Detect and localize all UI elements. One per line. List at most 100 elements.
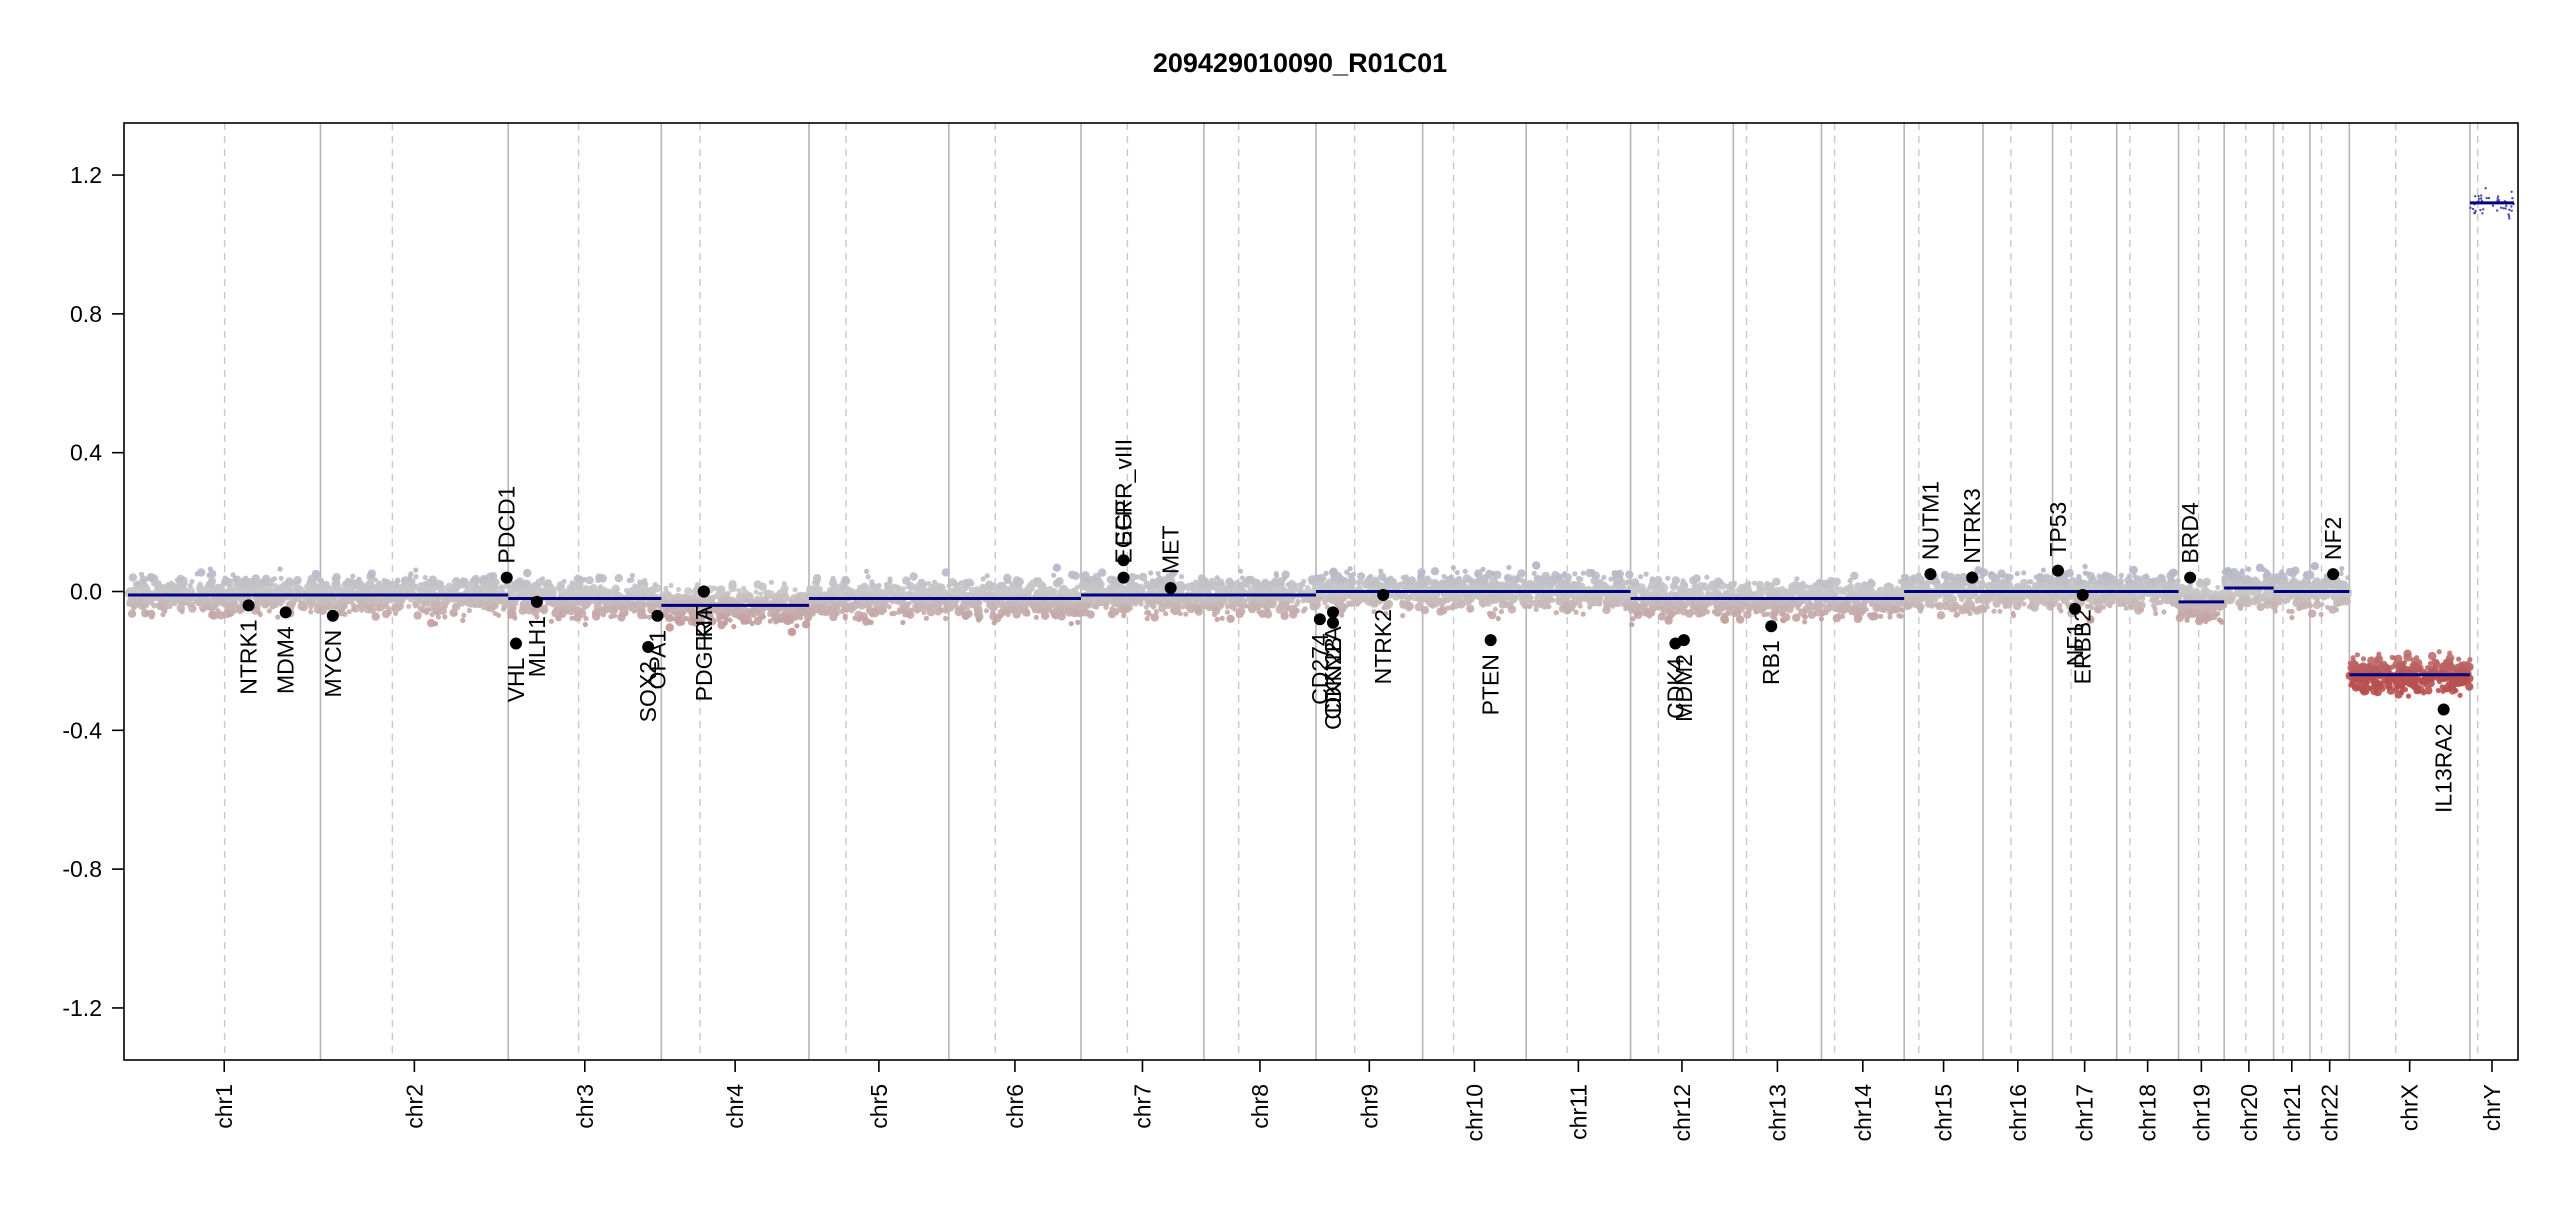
probe-point bbox=[1437, 581, 1442, 586]
probe-point bbox=[1506, 565, 1511, 570]
probe-point bbox=[1648, 581, 1656, 589]
probe-point bbox=[910, 587, 915, 592]
probe-point bbox=[1576, 576, 1581, 581]
probe-point bbox=[421, 586, 426, 591]
probe-point bbox=[1035, 580, 1043, 588]
probe-point bbox=[439, 607, 447, 615]
probe-point bbox=[543, 582, 548, 587]
probe-point bbox=[1566, 579, 1571, 584]
probe-point bbox=[413, 603, 418, 608]
probe-point bbox=[282, 581, 287, 586]
probe-point bbox=[1055, 577, 1063, 585]
probe-point bbox=[217, 586, 225, 594]
probe-point bbox=[352, 579, 360, 587]
probe-point bbox=[823, 602, 828, 607]
probe-point bbox=[946, 583, 951, 588]
probe-point bbox=[431, 581, 436, 586]
probe-point bbox=[1219, 603, 1224, 608]
probe-point bbox=[641, 604, 646, 609]
probe-point bbox=[1326, 595, 1331, 600]
probe-point bbox=[669, 583, 674, 588]
probe-point bbox=[874, 588, 882, 596]
probe-point bbox=[1626, 579, 1631, 584]
probe-point bbox=[983, 585, 988, 590]
probe-point bbox=[1530, 581, 1538, 589]
probe-point bbox=[157, 584, 162, 589]
probe-point bbox=[1483, 596, 1488, 601]
probe-point bbox=[382, 583, 390, 591]
probe-point bbox=[752, 610, 757, 615]
probe-point bbox=[1265, 600, 1273, 608]
probe-point bbox=[1215, 575, 1220, 580]
probe-point bbox=[940, 591, 945, 596]
probe-point bbox=[1342, 596, 1347, 601]
probe-point bbox=[729, 599, 734, 604]
probe-point bbox=[1562, 572, 1567, 577]
probe-point bbox=[350, 574, 355, 579]
probe-point bbox=[558, 586, 563, 591]
probe-point bbox=[742, 612, 750, 620]
probe-point bbox=[198, 600, 203, 605]
probe-point bbox=[374, 585, 379, 590]
probe-point bbox=[1232, 607, 1237, 612]
probe-point bbox=[924, 616, 929, 621]
probe-point bbox=[408, 571, 413, 576]
probe-point bbox=[1475, 578, 1480, 583]
probe-point bbox=[461, 613, 466, 618]
probe-point bbox=[490, 585, 495, 590]
probe-point bbox=[1424, 579, 1429, 584]
probe-point bbox=[912, 604, 917, 609]
probe-point bbox=[1078, 602, 1086, 610]
probe-point bbox=[939, 600, 944, 605]
probe-point bbox=[1034, 615, 1039, 620]
probe-point bbox=[1623, 603, 1628, 608]
probe-point bbox=[996, 589, 1001, 594]
probe-point bbox=[1212, 581, 1217, 586]
probe-point bbox=[392, 605, 400, 613]
probe-point bbox=[1516, 574, 1521, 579]
probe-point bbox=[475, 598, 480, 603]
probe-point bbox=[452, 603, 457, 608]
probe-point bbox=[1369, 600, 1374, 605]
probe-point bbox=[661, 595, 666, 600]
probe-point bbox=[293, 576, 301, 584]
probe-point bbox=[243, 576, 248, 581]
probe-point bbox=[652, 605, 657, 610]
probe-point bbox=[743, 595, 748, 600]
probe-point bbox=[1237, 607, 1245, 615]
probe-point bbox=[137, 589, 142, 594]
probe-point bbox=[680, 611, 685, 616]
probe-point bbox=[627, 578, 632, 583]
probe-point bbox=[1347, 594, 1352, 599]
probe-point bbox=[974, 586, 979, 591]
probe-point bbox=[1016, 578, 1024, 586]
probe-point bbox=[364, 605, 372, 613]
probe-point bbox=[888, 579, 893, 584]
probe-point bbox=[1121, 603, 1126, 608]
probe-point bbox=[351, 604, 359, 612]
probe-point bbox=[583, 601, 588, 606]
probe-point bbox=[1053, 605, 1058, 610]
probe-point bbox=[857, 588, 862, 593]
probe-point bbox=[1075, 620, 1080, 625]
probe-point bbox=[754, 589, 759, 594]
probe-point bbox=[1138, 599, 1143, 604]
probe-point bbox=[905, 612, 910, 617]
probe-point bbox=[810, 589, 815, 594]
probe-point bbox=[1344, 570, 1349, 575]
probe-point bbox=[358, 599, 366, 607]
probe-point bbox=[197, 568, 205, 576]
probe-point bbox=[1571, 581, 1576, 586]
probe-point bbox=[1601, 575, 1606, 580]
probe-point bbox=[981, 576, 986, 581]
probe-point bbox=[1148, 600, 1156, 608]
probe-point bbox=[572, 589, 577, 594]
probe-point bbox=[1680, 578, 1685, 583]
probe-point bbox=[543, 605, 548, 610]
probe-point bbox=[1183, 612, 1188, 617]
probe-point bbox=[1431, 595, 1436, 600]
probe-point bbox=[692, 589, 697, 594]
probe-point bbox=[712, 594, 717, 599]
probe-point bbox=[377, 598, 382, 603]
probe-point bbox=[687, 597, 692, 602]
